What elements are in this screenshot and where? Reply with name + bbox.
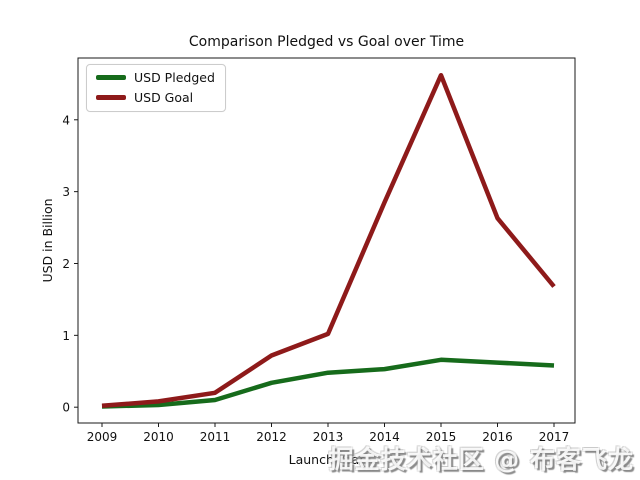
x-tick-label: 2014 bbox=[369, 430, 400, 444]
legend: USD Pledged USD Goal bbox=[86, 64, 226, 112]
x-tick-label: 2015 bbox=[426, 430, 457, 444]
x-tick-label: 2010 bbox=[143, 430, 174, 444]
x-tick-label: 2016 bbox=[482, 430, 513, 444]
chart-title: Comparison Pledged vs Goal over Time bbox=[188, 34, 465, 50]
x-tick-label: 2009 bbox=[87, 430, 118, 444]
y-tick-label: 4 bbox=[62, 113, 70, 127]
usd-goal-line bbox=[101, 72, 556, 409]
x-tick-label: 2017 bbox=[539, 430, 570, 444]
legend-label-pledged: USD Pledged bbox=[134, 70, 215, 85]
y-axis-label: USD in Billion bbox=[40, 198, 55, 283]
watermark-text: 掘金技术社区 @ 布客飞龙 bbox=[328, 445, 634, 474]
plot-frame bbox=[77, 57, 576, 424]
y-tick-label: 2 bbox=[62, 257, 70, 271]
y-tick-label: 0 bbox=[62, 401, 70, 415]
x-tick-label: 2012 bbox=[256, 430, 287, 444]
x-tick-label: 2013 bbox=[313, 430, 344, 444]
y-tick-label: 1 bbox=[62, 329, 70, 343]
y-tick-label: 3 bbox=[62, 185, 70, 199]
legend-label-goal: USD Goal bbox=[134, 90, 194, 105]
legend-item-pledged: USD Pledged bbox=[96, 70, 215, 85]
pledged-line-swatch-icon bbox=[96, 75, 126, 80]
usd-pledged-line bbox=[101, 357, 555, 409]
x-axis-label: Launch Year bbox=[288, 452, 365, 467]
goal-line-swatch-icon bbox=[96, 95, 126, 100]
x-tick-label: 2011 bbox=[200, 430, 231, 444]
legend-item-goal: USD Goal bbox=[96, 90, 215, 105]
